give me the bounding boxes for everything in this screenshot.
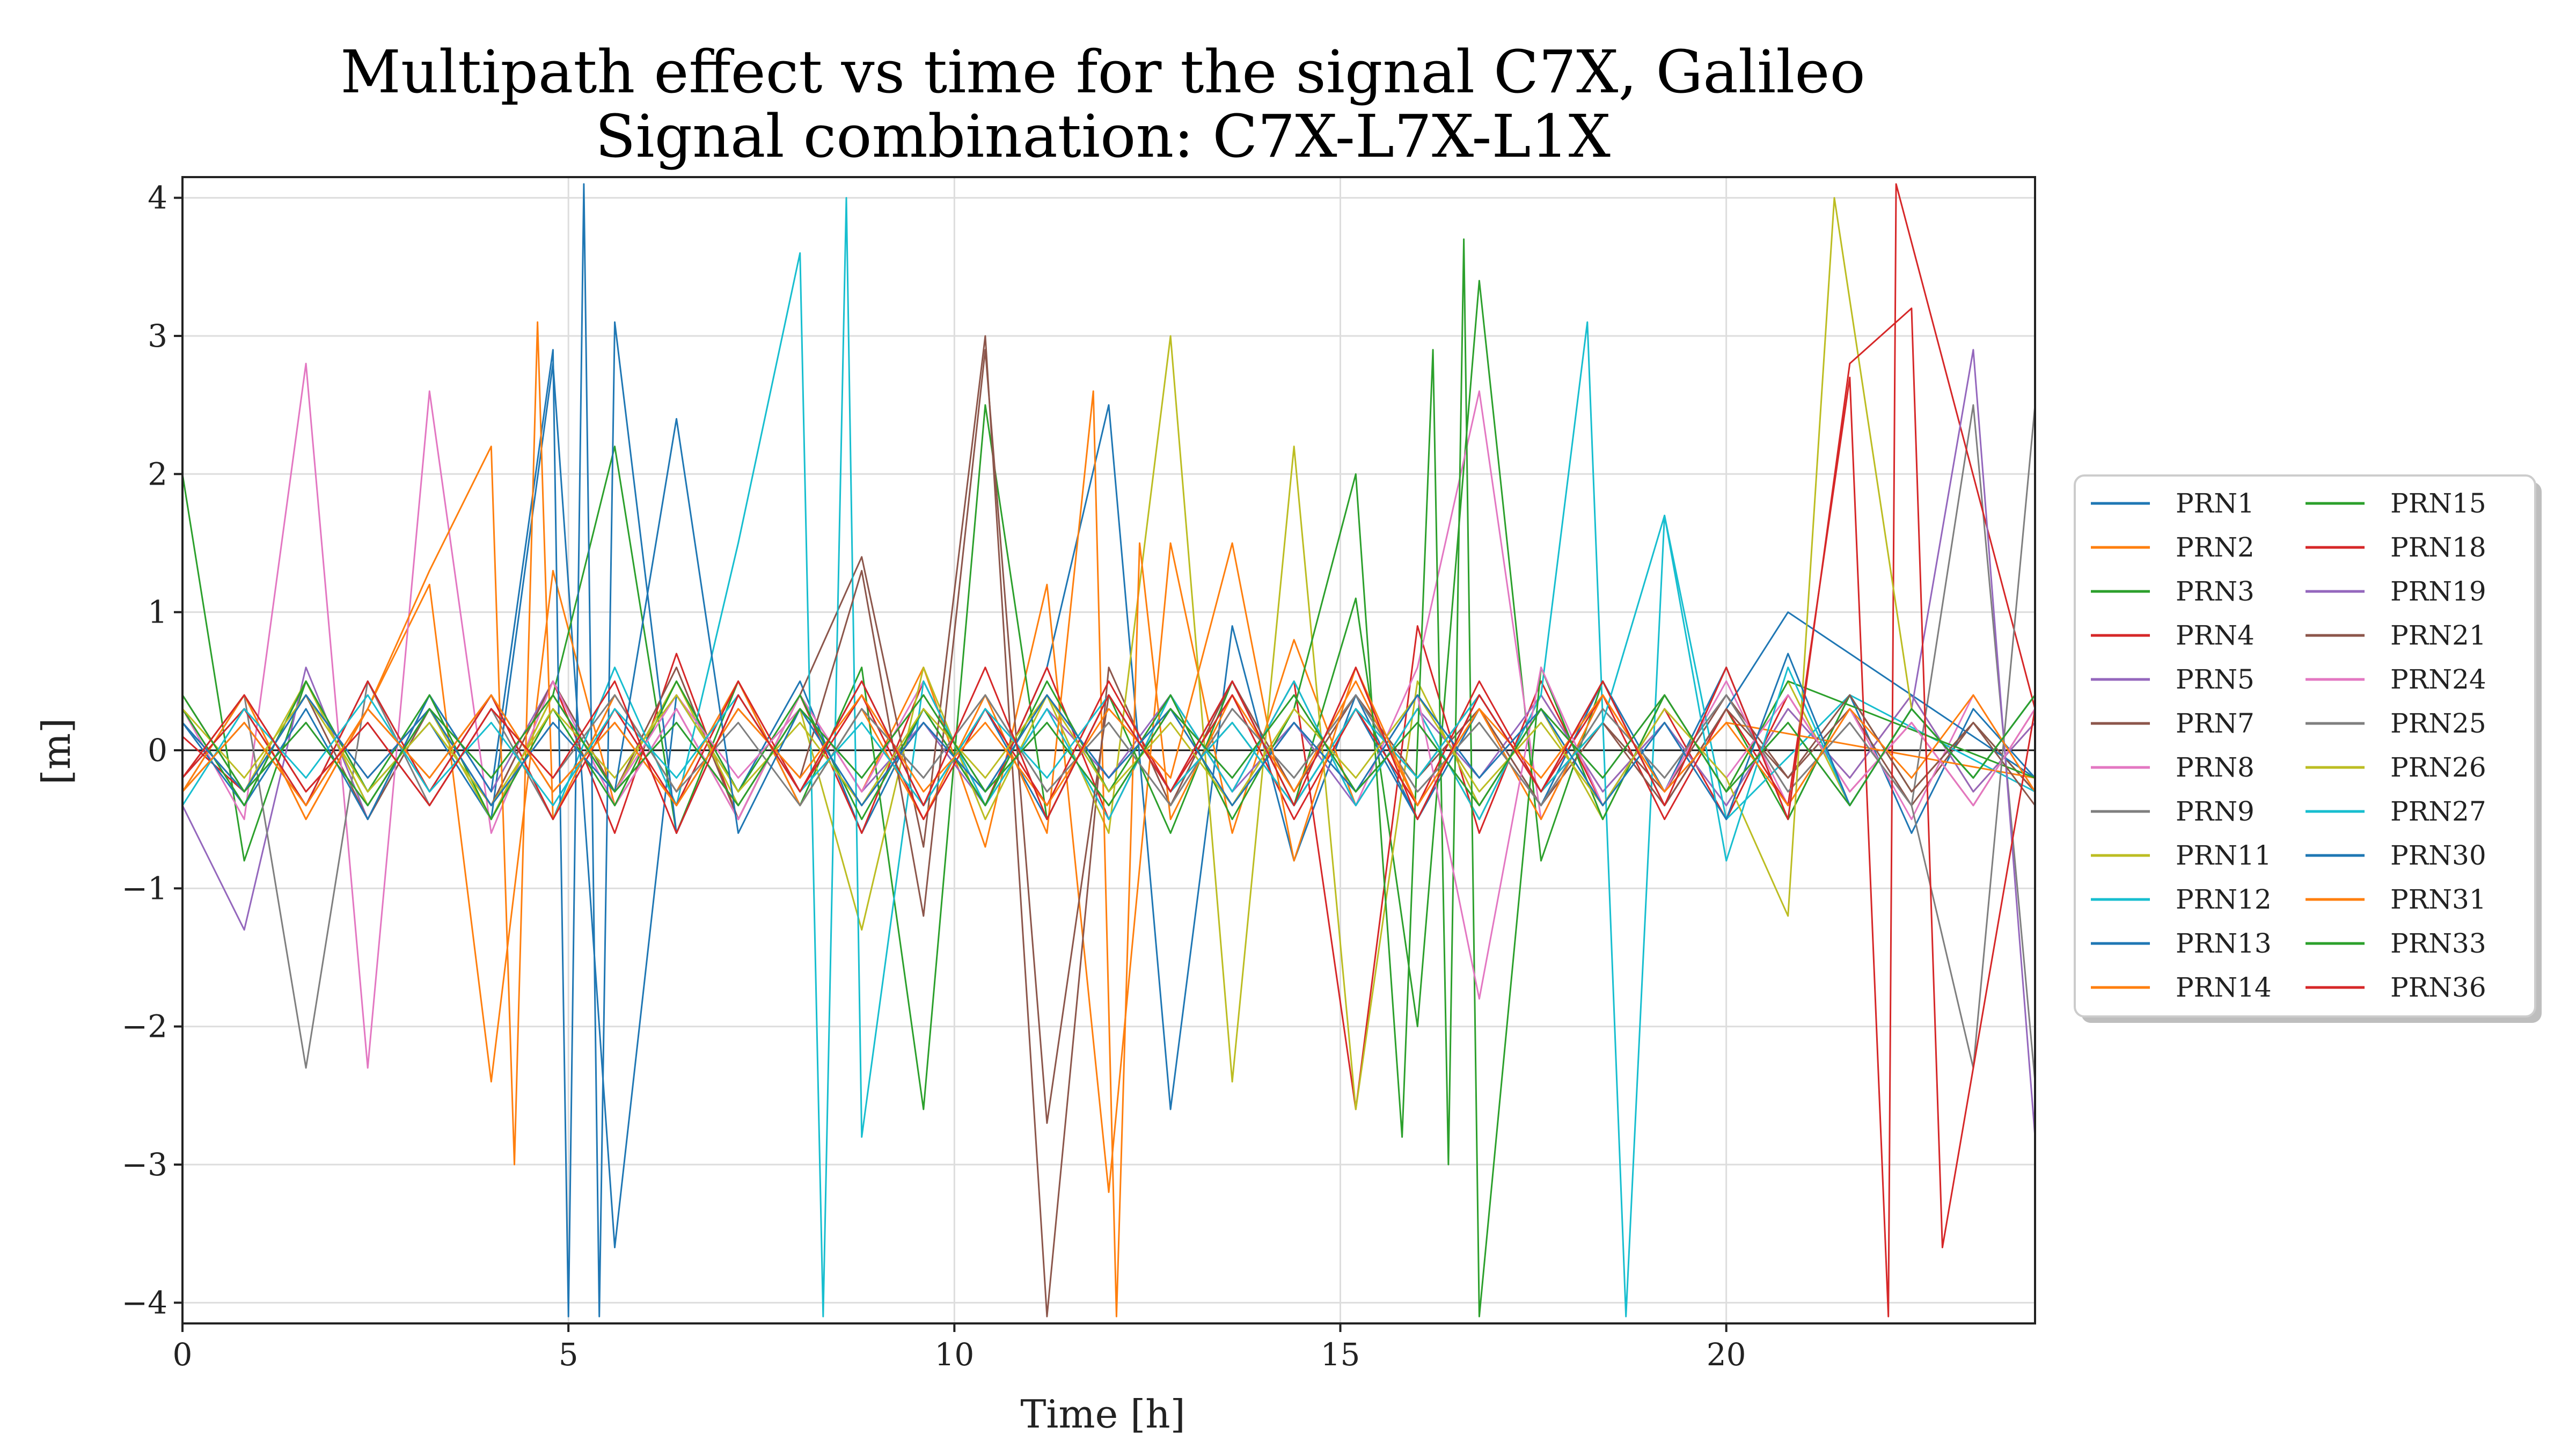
y-tick-label: 3 — [148, 318, 167, 354]
series-line-prn30 — [181, 418, 2036, 834]
legend-label-prn3: PRN3 — [2176, 576, 2255, 607]
legend-label-prn9: PRN9 — [2176, 796, 2255, 827]
series-line-prn5 — [181, 667, 2036, 931]
chart-subtitle: Signal combination: C7X-L7X-L1X — [595, 102, 1611, 171]
legend-label-prn24: PRN24 — [2390, 664, 2486, 695]
x-tick-label: 15 — [1321, 1336, 1360, 1373]
legend-items: PRN1 PRN2 PRN3 PRN4 PRN5 PRN7 PRN8 PRN9 PRN11 PRN… — [2091, 488, 2486, 1003]
legend-label-prn12: PRN12 — [2176, 884, 2272, 915]
x-tick-label: 5 — [559, 1336, 579, 1373]
legend-label-prn31: PRN31 — [2390, 884, 2486, 915]
legend-label-prn19: PRN19 — [2390, 576, 2486, 607]
series-line-prn2 — [181, 542, 2036, 1193]
legend-label-prn36: PRN36 — [2390, 972, 2486, 1003]
series-line-prn7 — [181, 335, 2036, 1318]
y-tick-label: 2 — [148, 456, 167, 492]
legend-label-prn1: PRN1 — [2176, 488, 2255, 519]
y-tick-label: 1 — [148, 594, 167, 631]
legend-label-prn27: PRN27 — [2390, 796, 2486, 827]
legend-label-prn21: PRN21 — [2390, 620, 2486, 651]
series-line-prn27 — [181, 515, 2036, 862]
y-tick-label: −4 — [122, 1284, 168, 1321]
series-lines — [181, 183, 2036, 1318]
legend-label-prn4: PRN4 — [2176, 620, 2255, 651]
x-tick-label: 0 — [173, 1336, 193, 1373]
series-line-prn26 — [181, 197, 2036, 917]
legend-label-prn15: PRN15 — [2390, 488, 2486, 519]
legend: PRN1 PRN2 PRN3 PRN4 PRN5 PRN7 PRN8 PRN9 PRN11 PRN… — [2074, 474, 2542, 1023]
y-tick-label: −2 — [122, 1008, 168, 1045]
legend-label-prn8: PRN8 — [2176, 752, 2255, 783]
x-tick-label: 10 — [934, 1336, 974, 1373]
legend-label-prn33: PRN33 — [2390, 928, 2486, 959]
y-tick-label: −3 — [122, 1146, 168, 1183]
y-axis-label: [m] — [34, 718, 79, 785]
chart-title: Multipath effect vs time for the signal … — [340, 38, 1865, 106]
x-axis-ticks: 0 5 10 15 20 — [173, 1323, 1746, 1373]
legend-label-prn14: PRN14 — [2176, 972, 2272, 1003]
legend-label-prn2: PRN2 — [2176, 532, 2255, 563]
y-axis-ticks: −4 −3 −2 −1 0 1 2 3 4 — [122, 180, 182, 1321]
y-tick-label: 4 — [148, 180, 167, 216]
legend-label-prn25: PRN25 — [2390, 708, 2486, 739]
x-axis-label: Time [h] — [1020, 1392, 1185, 1437]
legend-label-prn7: PRN7 — [2176, 708, 2255, 739]
legend-label-prn26: PRN26 — [2390, 752, 2486, 783]
y-tick-label: −1 — [122, 870, 168, 906]
series-line-prn36 — [181, 308, 2036, 1248]
legend-label-prn30: PRN30 — [2390, 840, 2486, 871]
legend-label-prn13: PRN13 — [2176, 928, 2272, 959]
legend-box — [2074, 474, 2536, 1018]
legend-label-prn11: PRN11 — [2176, 840, 2272, 871]
legend-label-prn5: PRN5 — [2176, 664, 2255, 695]
series-line-prn8 — [181, 362, 2036, 1069]
x-tick-label: 20 — [1707, 1336, 1746, 1373]
series-line-prn31 — [181, 542, 2036, 862]
y-tick-label: 0 — [148, 732, 167, 769]
legend-label-prn18: PRN18 — [2390, 532, 2486, 563]
series-line-prn33 — [181, 694, 2036, 807]
